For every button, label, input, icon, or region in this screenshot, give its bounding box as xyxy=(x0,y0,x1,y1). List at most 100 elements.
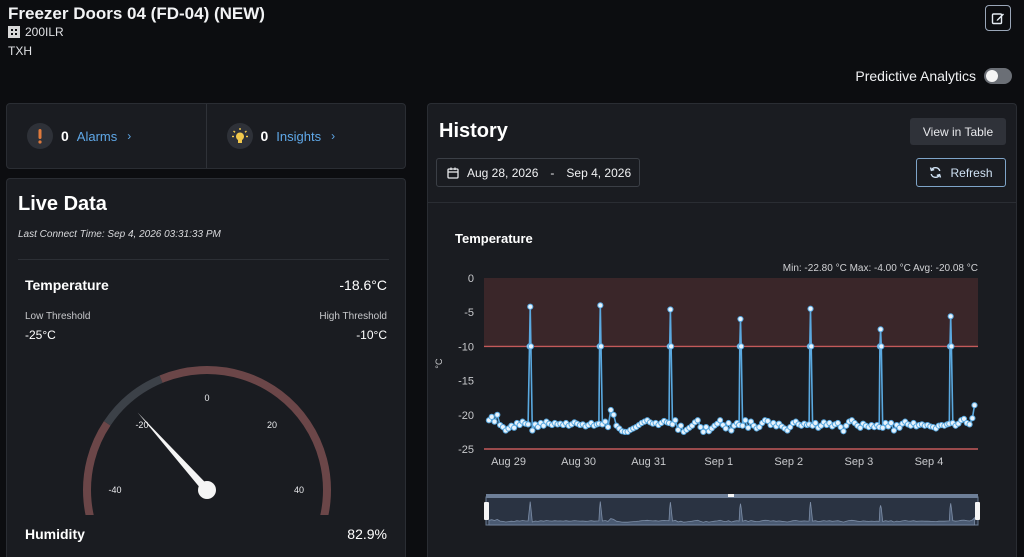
insights-label: Insights xyxy=(276,128,322,144)
live-data-title: Live Data xyxy=(18,193,107,215)
data-point xyxy=(610,411,617,418)
data-point xyxy=(667,306,674,313)
y-tick-label: -15 xyxy=(458,376,474,388)
x-tick-label: Aug 29 xyxy=(491,456,526,468)
humidity-label: Humidity xyxy=(25,526,85,542)
gauge-needle xyxy=(137,412,210,493)
gauge-band-low xyxy=(83,421,111,515)
data-point xyxy=(525,421,532,428)
data-point xyxy=(722,425,729,432)
refresh-label: Refresh xyxy=(950,165,993,180)
live-data-card: Live Data Last Connect Time: Sep 4, 2026… xyxy=(6,178,406,557)
chart-stats: Min: -22.80 °C Max: -4.00 °C Avg: -20.08… xyxy=(782,263,978,274)
edit-button[interactable] xyxy=(985,5,1011,31)
predictive-analytics-toggle[interactable] xyxy=(984,68,1012,84)
insights-count: 0 xyxy=(260,128,269,144)
data-point xyxy=(966,421,973,428)
data-point xyxy=(534,424,542,431)
data-point xyxy=(602,418,609,425)
predictive-analytics-label: Predictive Analytics xyxy=(855,68,976,84)
navigator-handle-right xyxy=(975,502,980,520)
x-tick-label: Sep 3 xyxy=(845,456,874,468)
data-point xyxy=(837,424,844,431)
data-point xyxy=(756,424,763,431)
data-point xyxy=(960,415,968,423)
data-point xyxy=(888,419,895,427)
data-point xyxy=(607,406,614,414)
alarm-zone xyxy=(484,278,978,347)
data-point xyxy=(764,417,771,425)
data-point xyxy=(878,343,885,350)
navigator-grip xyxy=(728,494,734,497)
qr-code-icon xyxy=(8,26,20,38)
calendar-icon xyxy=(447,167,459,179)
x-tick-label: Sep 2 xyxy=(774,456,803,468)
alarms-count: 0 xyxy=(61,128,69,144)
alarms-insights-card: 0 Alarms › 0 Insights › xyxy=(6,103,406,169)
device-serial: 200ILR xyxy=(25,25,64,39)
gauge-tick-label: -40 xyxy=(108,485,121,495)
date-start: Aug 28, 2026 xyxy=(467,165,539,180)
data-point xyxy=(674,426,682,433)
gauge-tick-label: -20 xyxy=(135,420,148,430)
insights-link[interactable]: 0 Insights › xyxy=(205,104,406,168)
data-point xyxy=(667,343,675,350)
data-point xyxy=(857,424,864,431)
data-point xyxy=(787,424,794,431)
data-point xyxy=(529,427,536,434)
data-point xyxy=(669,421,676,428)
humidity-value: 82.9% xyxy=(347,526,387,542)
data-point xyxy=(527,343,535,350)
view-in-table-button[interactable]: View in Table xyxy=(910,118,1006,145)
y-axis-label: °C xyxy=(434,358,444,369)
date-end: Sep 4, 2026 xyxy=(566,165,632,180)
gauge-needle-hub xyxy=(198,481,216,499)
data-point xyxy=(491,418,498,425)
temperature-label: Temperature xyxy=(25,277,109,293)
exclamation-icon xyxy=(27,123,53,149)
chevron-right-icon: › xyxy=(331,129,336,143)
alarms-link[interactable]: 0 Alarms › xyxy=(7,104,206,168)
data-point xyxy=(890,427,898,434)
refresh-button[interactable]: Refresh xyxy=(916,158,1006,187)
history-title: History xyxy=(439,120,508,142)
edit-icon xyxy=(991,13,1004,25)
data-point xyxy=(738,343,745,350)
data-point xyxy=(739,422,746,429)
data-point xyxy=(697,424,704,431)
x-tick-label: Aug 30 xyxy=(561,456,596,468)
y-tick-label: 0 xyxy=(468,273,474,285)
y-tick-label: -25 xyxy=(458,444,474,456)
divider xyxy=(18,259,389,260)
gauge-band-normal xyxy=(103,375,163,426)
predictive-analytics: Predictive Analytics xyxy=(855,68,1012,84)
data-point xyxy=(597,302,604,309)
data-point xyxy=(947,313,954,320)
data-point xyxy=(807,305,814,312)
data-point xyxy=(742,417,749,424)
data-point xyxy=(728,427,735,434)
chevron-right-icon: › xyxy=(127,129,132,143)
date-separator: - xyxy=(550,165,555,180)
temperature-history-chart[interactable]: 0 -5 -10 -15 -20 -25 °C Aug 29 Aug 30 Aug 31 Sep 1… xyxy=(428,267,1016,532)
chart-title: Temperature xyxy=(455,231,533,246)
data-point xyxy=(877,326,884,333)
history-card: History View in Table Aug 28, 2026 - Sep… xyxy=(427,103,1017,557)
data-point xyxy=(488,413,495,420)
date-range-picker[interactable]: Aug 28, 2026 - Sep 4, 2026 xyxy=(436,158,640,187)
x-tick-label: Sep 1 xyxy=(704,456,733,468)
gauge-tick-label: 0 xyxy=(204,393,209,403)
low-threshold-value: -25°C xyxy=(25,328,56,342)
data-point xyxy=(840,428,847,435)
x-tick-label: Sep 4 xyxy=(915,456,944,468)
y-tick-label: -20 xyxy=(458,410,474,422)
data-point xyxy=(527,303,534,310)
y-tick-label: -5 xyxy=(464,307,474,319)
temperature-value: -18.6°C xyxy=(339,277,387,293)
data-point xyxy=(494,411,501,418)
data-point xyxy=(808,343,815,350)
data-point xyxy=(812,419,819,427)
alarms-label: Alarms xyxy=(76,128,118,144)
range-navigator xyxy=(485,496,979,526)
gauge-tick-label: 40 xyxy=(294,485,304,495)
